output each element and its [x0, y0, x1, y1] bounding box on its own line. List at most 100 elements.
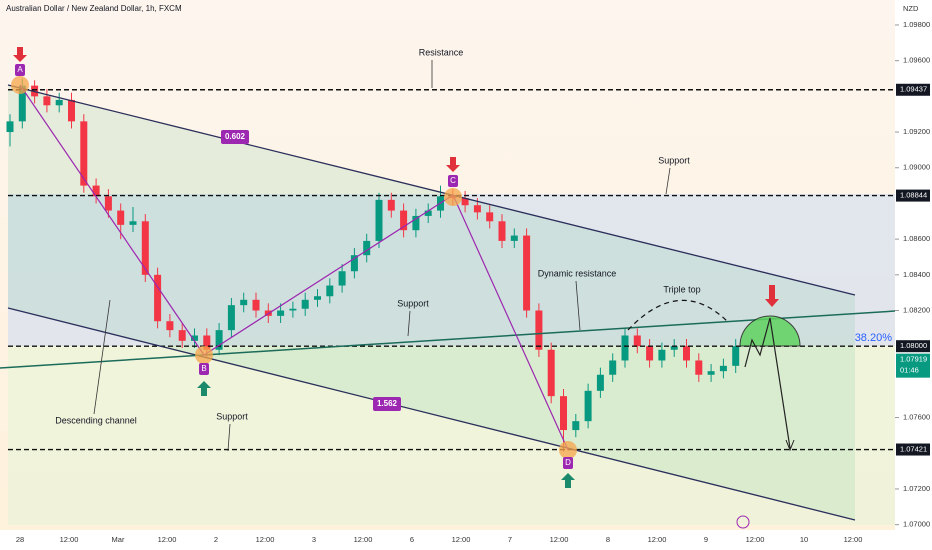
pivot-badge [563, 457, 573, 469]
candle-body [215, 330, 223, 350]
labels: 1.09800 1.09600 1.09200 1.09000 1.08600 1.084… [15, 20, 930, 544]
zigzag [19, 84, 569, 451]
level-label: 1.07421 [900, 445, 927, 454]
y-tick-label: 1.08400 [903, 270, 930, 279]
candle-body [43, 96, 51, 106]
x-tick-label: 12:00 [158, 535, 177, 544]
candle-body [154, 274, 162, 322]
candle-body [584, 390, 592, 422]
x-tick-label: Mar [112, 535, 125, 544]
pivot-label: B [201, 364, 206, 373]
projection-arrow [785, 439, 795, 452]
level-label-bg [896, 189, 930, 202]
candle-body [707, 371, 715, 375]
x-tick-label: 12:00 [746, 535, 765, 544]
chart-title: Australian Dollar / New Zealand Dollar, … [6, 4, 182, 13]
x-tick-label: 12:00 [550, 535, 569, 544]
candle-body [412, 215, 420, 231]
ratio-label: 0.602 [225, 132, 246, 141]
x-tick-label: 9 [704, 535, 708, 544]
candle-body [670, 346, 678, 350]
level-label-bg [896, 443, 930, 456]
annotation: Resistance [419, 47, 464, 57]
drawings [0, 47, 896, 529]
level-label-bg [896, 83, 930, 96]
y-tick-label: 1.07000 [903, 520, 930, 529]
candle-body [461, 198, 469, 206]
candle-body [117, 210, 125, 225]
range-box [8, 346, 895, 525]
y-tick-label: 1.08600 [903, 234, 930, 243]
candle-body [166, 321, 174, 331]
candle-body [658, 349, 666, 361]
candle-body [596, 374, 604, 391]
y-tick-label: 1.09600 [903, 56, 930, 65]
annotation: Support [658, 155, 690, 165]
candle-body [6, 121, 14, 133]
candle-body [80, 121, 88, 186]
level-label: 1.09437 [900, 85, 927, 94]
candle-body [314, 296, 321, 300]
candle-body [104, 196, 112, 211]
pivot-label: C [450, 176, 456, 185]
candle-body [473, 205, 481, 213]
candle-body [695, 360, 703, 375]
event-icon [736, 515, 750, 529]
level-label: 1.08844 [900, 191, 927, 200]
candle-body [129, 221, 137, 225]
x-tick-label: 12:00 [256, 535, 275, 544]
countdown: 01:46 [900, 366, 919, 375]
candle-body [547, 349, 555, 397]
channel-fill [8, 85, 855, 520]
candle-body [92, 185, 100, 197]
last-price-bg [896, 353, 930, 378]
candle-body [646, 346, 654, 361]
candle-body [350, 255, 358, 272]
dynamic-resistance-line [0, 310, 896, 369]
candle-body [375, 199, 383, 241]
currency: NZD [903, 4, 919, 13]
time-axis [0, 530, 895, 550]
level-label: 1.08000 [900, 341, 927, 350]
candle-body [203, 335, 211, 350]
pivot-label: D [565, 458, 571, 467]
pivot-circles [11, 76, 577, 459]
candle-body [301, 299, 309, 309]
candle-body [400, 210, 408, 231]
candle-body [277, 310, 285, 316]
candle-body [621, 335, 629, 361]
candle-body [141, 221, 149, 275]
pivot-badge [448, 175, 458, 187]
y-tick-label: 1.07600 [903, 413, 930, 422]
x-tick-label: 7 [508, 535, 512, 544]
candle-body [387, 199, 395, 211]
candle-body [338, 271, 346, 286]
candle-body [55, 99, 63, 106]
candle-body [227, 305, 235, 331]
candle-body [732, 346, 740, 366]
annotation: Descending channel [55, 415, 137, 425]
annotation: Support [397, 298, 429, 308]
pivot-badge [199, 363, 209, 375]
y-tick-label: 1.09200 [903, 127, 930, 136]
y-tick-label: 1.09000 [903, 163, 930, 172]
candle-body [240, 299, 248, 306]
candle-body [498, 221, 506, 241]
pivot-label: A [17, 65, 23, 74]
y-tick-label: 1.09800 [903, 20, 930, 29]
candle-body [363, 240, 371, 256]
candle-body [289, 308, 297, 311]
annotation: Triple top [663, 284, 700, 294]
projection [744, 317, 791, 449]
x-tick-label: 8 [606, 535, 610, 544]
x-tick-label: 12:00 [452, 535, 471, 544]
candle-body [609, 360, 617, 375]
x-tick-label: 10 [800, 535, 808, 544]
candle-body [572, 421, 580, 431]
candle-body [178, 330, 186, 341]
x-tick-label: 6 [410, 535, 414, 544]
candle-body [523, 235, 531, 311]
candle-body [252, 299, 260, 311]
x-tick-label: 12:00 [648, 535, 667, 544]
